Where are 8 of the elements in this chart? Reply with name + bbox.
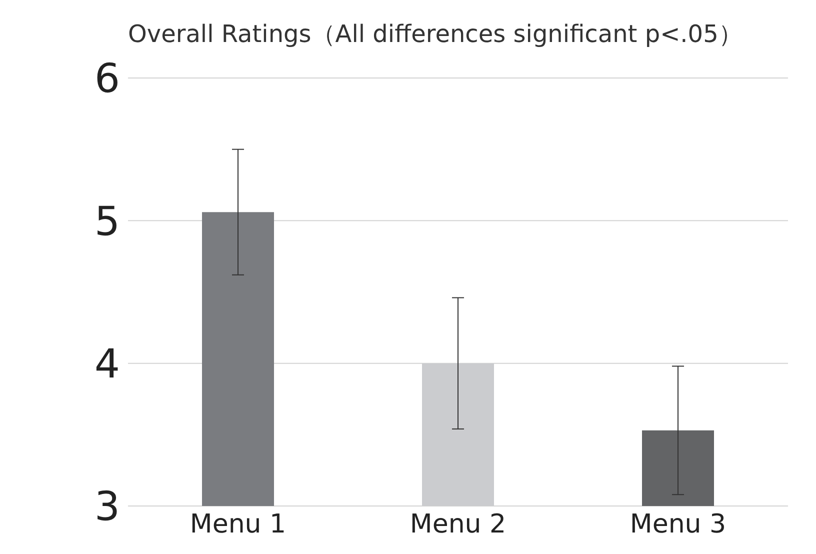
chart-title: Overall Ratings（All differences significant p<.05） bbox=[128, 19, 742, 50]
y-tick-label: 6 bbox=[94, 56, 120, 102]
x-tick-label: Menu 1 bbox=[190, 509, 286, 540]
x-tick-label: Menu 2 bbox=[410, 509, 506, 540]
y-tick-label: 3 bbox=[94, 484, 120, 530]
x-tick-label: Menu 3 bbox=[630, 509, 726, 540]
y-tick-label: 4 bbox=[94, 342, 120, 388]
y-tick-label: 5 bbox=[94, 198, 120, 245]
